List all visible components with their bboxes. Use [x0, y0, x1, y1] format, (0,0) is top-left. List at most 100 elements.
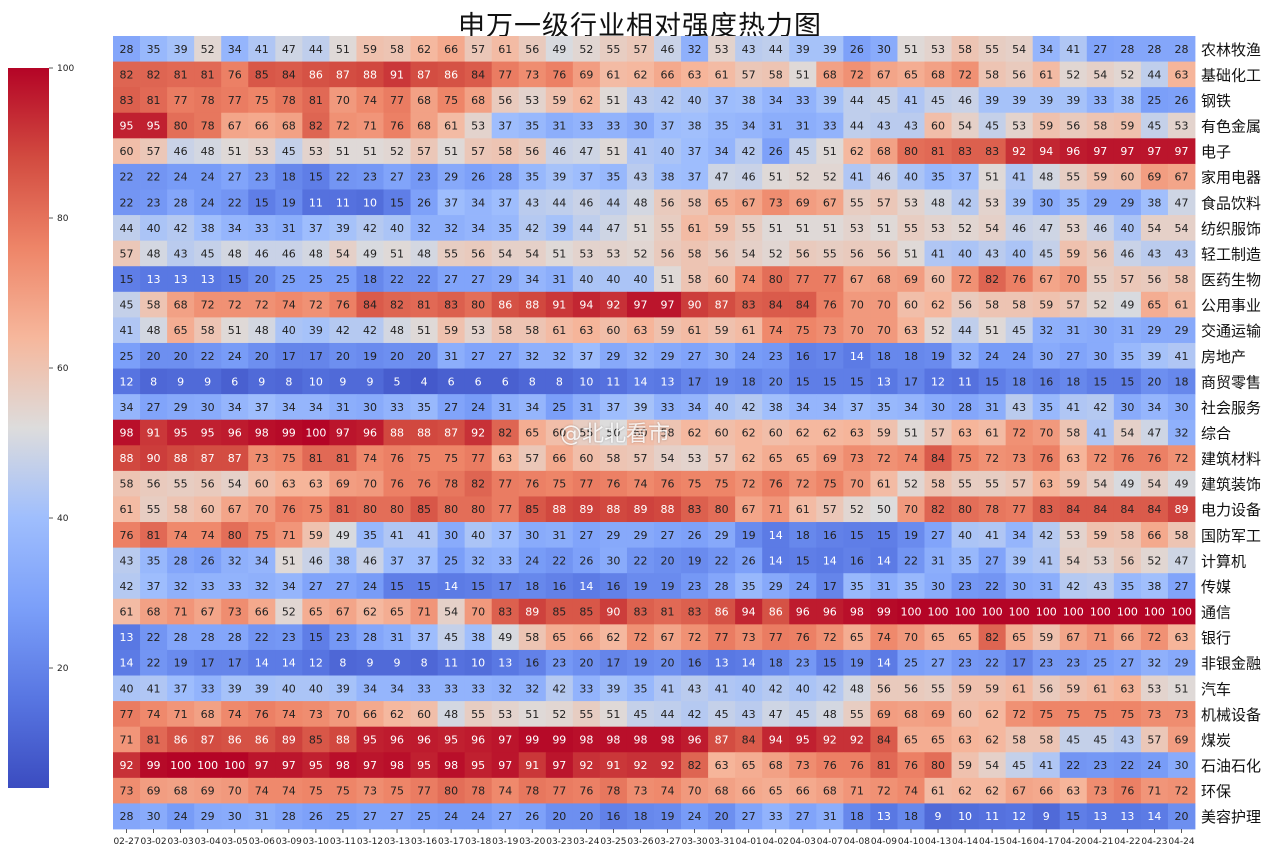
- cell-label: 81: [147, 94, 161, 107]
- cell-label: 61: [1093, 682, 1107, 695]
- cell-label: 16: [552, 580, 566, 593]
- heatmap-cell: [437, 163, 466, 190]
- cell-label: 77: [471, 452, 485, 465]
- cell-label: 57: [120, 247, 134, 260]
- heatmap-cell: [518, 445, 547, 472]
- cell-label: 100: [1144, 606, 1165, 619]
- cell-label: 34: [742, 120, 756, 133]
- heatmap-cell: [329, 215, 357, 242]
- heatmap-cell: [924, 752, 952, 779]
- cell-label: 94: [742, 606, 756, 619]
- heatmap-cell: [708, 163, 736, 190]
- cell-label: 55: [742, 222, 756, 235]
- cell-label: 86: [309, 68, 323, 81]
- heatmap-cell: [762, 701, 790, 728]
- cell-label: 65: [796, 452, 810, 465]
- cell-label: 35: [498, 222, 512, 235]
- heatmap-cell: [708, 803, 736, 830]
- cell-label: 77: [1012, 503, 1026, 516]
- heatmap-cell: [708, 675, 736, 702]
- heatmap-cell: [654, 87, 682, 114]
- heatmap-cell: [518, 163, 547, 190]
- heatmap-cell: [113, 496, 141, 523]
- cell-label: 61: [985, 427, 999, 440]
- heatmap-cell: [518, 189, 547, 216]
- heatmap-cell: [410, 266, 438, 293]
- cell-label: 72: [1093, 452, 1107, 465]
- cell-label: 52: [796, 171, 810, 184]
- row-label: 基础化工: [1201, 66, 1261, 84]
- heatmap-cell: [356, 317, 384, 344]
- x-tick-label: 04-14: [952, 837, 978, 847]
- cell-label: 32: [1174, 427, 1188, 440]
- cell-label: 53: [579, 247, 593, 260]
- cell-label: 24: [174, 810, 188, 823]
- cell-label: 52: [1066, 68, 1080, 81]
- cell-label: 81: [147, 733, 161, 746]
- heatmap-cell: [654, 624, 682, 651]
- cell-label: 39: [1147, 350, 1161, 363]
- cell-label: 37: [579, 171, 593, 184]
- heatmap-cell: [518, 215, 547, 242]
- heatmap-cell: [356, 61, 384, 88]
- cell-label: 23: [417, 171, 431, 184]
- heatmap-cell: [1086, 419, 1115, 446]
- cell-label: 70: [1066, 273, 1080, 286]
- cell-label: 38: [742, 94, 756, 107]
- cell-label: 60: [255, 478, 269, 491]
- heatmap-cell: [843, 342, 871, 369]
- cell-label: 75: [444, 94, 458, 107]
- heatmap-cell: [140, 496, 168, 523]
- heatmap-cell: [708, 573, 736, 600]
- heatmap-cell: [735, 777, 763, 804]
- heatmap-cell: [275, 701, 303, 728]
- heatmap-cell: [437, 803, 466, 830]
- cell-label: 63: [1120, 682, 1134, 695]
- heatmap-cell: [356, 598, 384, 625]
- heatmap-cell: [491, 803, 520, 830]
- heatmap-cell: [437, 61, 466, 88]
- heatmap-cell: [762, 36, 790, 62]
- heatmap-cell: [816, 394, 844, 421]
- cell-label: 74: [147, 708, 161, 721]
- heatmap-cell: [275, 317, 303, 344]
- heatmap-cell: [897, 317, 925, 344]
- cell-label: 75: [255, 94, 269, 107]
- cell-label: 14: [769, 554, 783, 567]
- cell-label: 27: [1093, 43, 1107, 56]
- heatmap-cell: [302, 803, 330, 830]
- heatmap-cell: [113, 445, 141, 472]
- heatmap-cell: [248, 445, 276, 472]
- cell-label: 86: [255, 733, 269, 746]
- cell-label: 17: [282, 350, 296, 363]
- cell-label: 15: [1093, 375, 1107, 388]
- cell-label: 75: [1066, 708, 1080, 721]
- cell-label: 15: [255, 196, 269, 209]
- heatmap-cell: [762, 496, 790, 523]
- heatmap-cell: [762, 547, 790, 574]
- cell-label: 54: [1093, 478, 1107, 491]
- cell-label: 52: [552, 708, 566, 721]
- cell-label: 61: [444, 120, 458, 133]
- heatmap-cell: [545, 803, 574, 830]
- heatmap-cell: [735, 240, 763, 267]
- cell-label: 31: [579, 401, 593, 414]
- heatmap-cell: [572, 726, 601, 753]
- heatmap-cell: [924, 342, 952, 369]
- heatmap-cell: [491, 419, 520, 446]
- heatmap-cell: [789, 215, 817, 242]
- cell-label: 32: [444, 222, 458, 235]
- cell-label: 70: [471, 606, 485, 619]
- cell-label: 29: [444, 171, 458, 184]
- cell-label: 51: [985, 171, 999, 184]
- heatmap-cell: [599, 189, 628, 216]
- heatmap-cell: [599, 317, 628, 344]
- cell-label: 45: [877, 94, 891, 107]
- cell-label: 83: [688, 503, 702, 516]
- cell-label: 96: [471, 733, 485, 746]
- heatmap-cell: [464, 649, 493, 676]
- cell-label: 72: [1174, 785, 1188, 798]
- cell-label: 75: [1120, 708, 1134, 721]
- heatmap-cell: [897, 445, 925, 472]
- cell-label: 87: [417, 68, 431, 81]
